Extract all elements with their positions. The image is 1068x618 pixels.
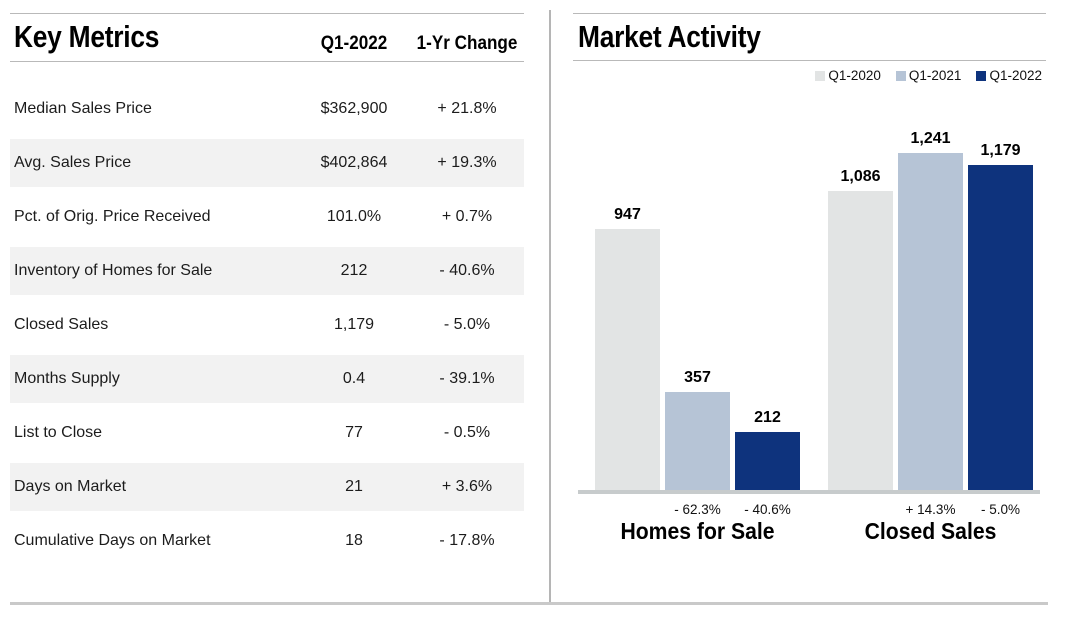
table-row: Cumulative Days on Market 18 - 17.8%	[10, 514, 524, 568]
metric-value: 21	[345, 478, 363, 495]
bar-chart-plot: 947 357 - 62.3% 212 - 40.6% 1,086	[595, 130, 1033, 517]
bar-value-label: 212	[754, 409, 781, 426]
metric-label: Cumulative Days on Market	[14, 532, 211, 549]
bar-change-label: - 40.6%	[744, 502, 791, 517]
legend-label: Q1-2021	[908, 68, 962, 83]
key-metrics-title: Key Metrics	[14, 19, 160, 54]
panel-divider	[549, 10, 551, 602]
category-label-homes-for-sale: Homes for Sale	[620, 518, 775, 544]
bar-change-label: - 62.3%	[674, 502, 721, 517]
metric-value: $402,864	[320, 154, 388, 171]
table-row: Pct. of Orig. Price Received 101.0% + 0.…	[10, 190, 524, 244]
bar-q1-2022-closed	[968, 165, 1033, 490]
metric-change: + 0.7%	[441, 208, 493, 225]
chart-legend: Q1-2020 Q1-2021 Q1-2022	[815, 68, 1042, 83]
header-rule	[10, 61, 524, 62]
bar-value-label: 1,179	[980, 142, 1021, 159]
metric-change: - 0.5%	[443, 424, 491, 441]
bar-value-label: 947	[614, 206, 641, 223]
bar-group-homes-for-sale: 947 357 - 62.3% 212 - 40.6%	[595, 130, 800, 517]
metric-value: 212	[340, 262, 368, 279]
market-activity-panel: Market Activity Q1-2020 Q1-2021 Q1-2022 …	[573, 0, 1046, 618]
metric-change: + 3.6%	[441, 478, 493, 495]
metric-change: + 21.8%	[437, 100, 497, 117]
market-activity-title: Market Activity	[578, 19, 761, 54]
metric-label: Avg. Sales Price	[14, 154, 132, 171]
legend-label: Q1-2020	[828, 68, 881, 83]
legend-swatch-q1-2020	[815, 70, 826, 81]
metric-value: 101.0%	[326, 208, 382, 225]
bar-value-label: 1,086	[840, 168, 881, 185]
table-row: Inventory of Homes for Sale 212 - 40.6%	[10, 244, 524, 298]
metric-label: Days on Market	[14, 478, 127, 495]
bar-slot: 1,086	[828, 130, 893, 490]
metric-change: + 19.3%	[437, 154, 497, 171]
bottom-rule	[10, 602, 1048, 605]
metric-change: - 39.1%	[439, 370, 495, 387]
legend-swatch-q1-2022	[976, 70, 987, 81]
bar-slot: 212 - 40.6%	[735, 130, 800, 517]
table-row: Days on Market 21 + 3.6%	[10, 460, 524, 514]
legend-swatch-q1-2021	[895, 70, 906, 81]
key-metrics-panel: Key Metrics Q1-2022 1-Yr Change Median S…	[10, 0, 524, 618]
table-row: Closed Sales 1,179 - 5.0%	[10, 298, 524, 352]
metric-label: Pct. of Orig. Price Received	[14, 208, 211, 225]
bar-slot: 1,179 - 5.0%	[968, 130, 1033, 517]
table-row: List to Close 77 - 0.5%	[10, 406, 524, 460]
metric-change: - 40.6%	[439, 262, 495, 279]
bar-q1-2021-homes	[665, 392, 730, 490]
table-row: Median Sales Price $362,900 + 21.8%	[10, 82, 524, 136]
bar-slot: 947	[595, 130, 660, 490]
legend-label: Q1-2022	[989, 68, 1042, 83]
metric-label: Closed Sales	[14, 316, 109, 333]
bar-value-label: 1,241	[910, 130, 951, 147]
metric-change: - 17.8%	[439, 532, 495, 549]
bar-change-label: + 14.3%	[905, 502, 956, 517]
legend-item: Q1-2020	[815, 68, 881, 83]
table-row: Avg. Sales Price $402,864 + 19.3%	[10, 136, 524, 190]
metric-value: 0.4	[342, 370, 366, 387]
metric-label: List to Close	[14, 424, 103, 441]
bar-value-label: 357	[684, 369, 711, 386]
column-header-1yr-change: 1-Yr Change	[416, 33, 518, 54]
bar-group-closed-sales: 1,086 1,241 + 14.3% 1,179 - 5.0%	[828, 130, 1033, 517]
metric-label: Inventory of Homes for Sale	[14, 262, 213, 279]
bar-slot: 1,241 + 14.3%	[898, 130, 963, 517]
metric-value: 18	[345, 532, 363, 549]
legend-item: Q1-2022	[976, 68, 1042, 83]
top-rule	[10, 13, 524, 14]
metric-label: Median Sales Price	[14, 100, 152, 117]
metric-change: - 5.0%	[443, 316, 491, 333]
legend-item: Q1-2021	[895, 68, 962, 83]
bar-q1-2021-closed	[898, 153, 963, 490]
column-header-q1-2022: Q1-2022	[320, 33, 388, 54]
metric-value: 1,179	[333, 316, 375, 333]
bar-change-label: - 5.0%	[980, 502, 1021, 517]
metric-value: $362,900	[320, 100, 388, 117]
bar-q1-2022-homes	[735, 432, 800, 490]
table-row: Months Supply 0.4 - 39.1%	[10, 352, 524, 406]
x-axis-line	[578, 490, 1040, 494]
top-rule	[573, 13, 1046, 14]
bar-slot: 357 - 62.3%	[665, 130, 730, 517]
metric-label: Months Supply	[14, 370, 120, 387]
bar-q1-2020-closed	[828, 191, 893, 490]
metric-value: 77	[345, 424, 363, 441]
bar-q1-2020-homes	[595, 229, 660, 490]
category-label-closed-sales: Closed Sales	[864, 518, 997, 544]
header-rule	[573, 60, 1046, 61]
